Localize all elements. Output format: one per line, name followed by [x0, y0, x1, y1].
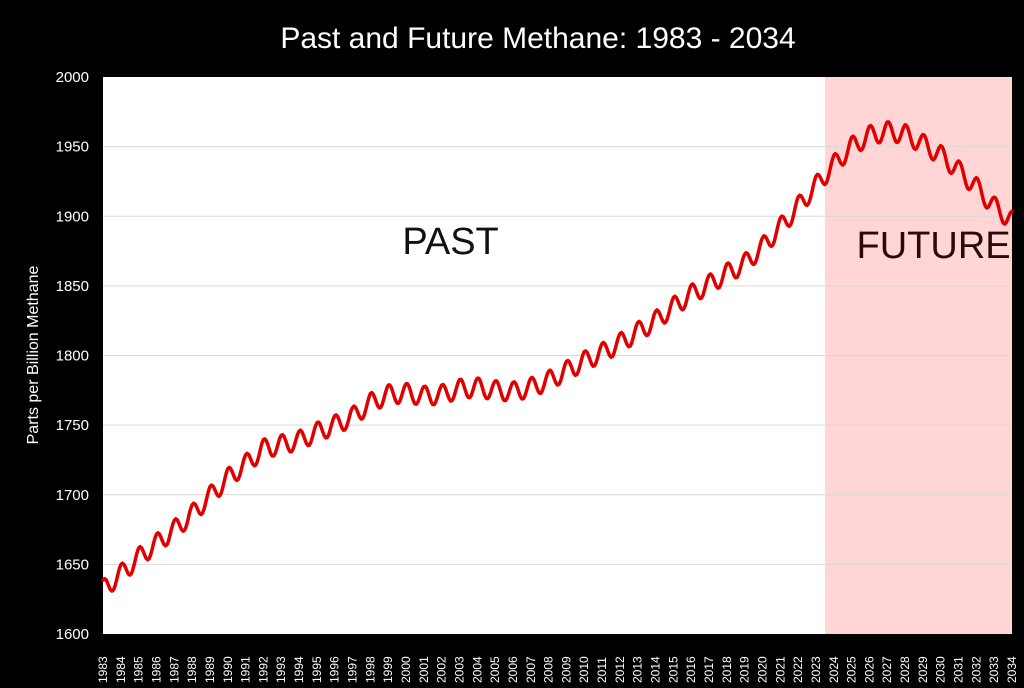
x-tick-label: 2008: [542, 656, 556, 683]
x-tick-label: 2016: [684, 656, 698, 683]
x-tick-label: 2028: [898, 656, 912, 683]
x-tick-label: 2018: [720, 656, 734, 683]
x-tick-label: 2024: [827, 656, 841, 683]
x-tick-label: 2001: [417, 656, 431, 683]
y-tick-label: 1650: [56, 556, 89, 573]
x-tick-label: 2010: [577, 656, 591, 683]
x-tick-label: 2014: [649, 656, 663, 683]
x-tick-label: 2022: [791, 656, 805, 683]
x-tick-label: 1999: [381, 656, 395, 683]
x-tick-label: 1993: [274, 656, 288, 683]
x-tick-label: 2034: [1005, 656, 1019, 683]
x-tick-label: 2002: [435, 656, 449, 683]
x-tick-label: 1996: [328, 656, 342, 683]
x-tick-label: 2003: [452, 656, 466, 683]
x-tick-label: 1984: [114, 656, 128, 683]
x-tick-label: 1985: [132, 656, 146, 683]
x-tick-label: 2015: [666, 656, 680, 683]
x-tick-label: 1997: [346, 656, 360, 683]
x-tick-label: 2013: [631, 656, 645, 683]
y-tick-label: 1750: [56, 417, 89, 434]
x-tick-label: 1986: [149, 656, 163, 683]
y-tick-label: 1900: [56, 208, 89, 225]
x-tick-label: 1992: [256, 656, 270, 683]
x-tick-label: 2007: [524, 656, 538, 683]
x-tick-label: 1990: [221, 656, 235, 683]
x-tick-label: 2011: [595, 657, 609, 683]
x-tick-label: 2021: [773, 656, 787, 683]
past-label: PAST: [402, 221, 498, 263]
x-tick-label: 2029: [916, 656, 930, 683]
x-tick-label: 2004: [470, 656, 484, 683]
x-tick-label: 1998: [363, 656, 377, 683]
x-tick-label: 2023: [809, 656, 823, 683]
x-tick-label: 2031: [952, 656, 966, 683]
x-tick-label: 2009: [559, 656, 573, 683]
x-tick-label: 2027: [880, 656, 894, 683]
x-tick-label: 2032: [969, 656, 983, 683]
x-tick-label: 2019: [738, 656, 752, 683]
y-tick-label: 1600: [56, 626, 89, 643]
x-tick-label: 2000: [399, 656, 413, 683]
x-tick-label: 1994: [292, 656, 306, 683]
x-tick-label: 1995: [310, 656, 324, 683]
x-tick-label: 2017: [702, 656, 716, 683]
x-tick-label: 1987: [167, 656, 181, 683]
y-axis-label: Parts per Billion Methane: [25, 266, 42, 445]
x-tick-label: 1988: [185, 656, 199, 683]
x-tick-label: 2026: [862, 656, 876, 683]
x-tick-label: 2012: [613, 656, 627, 683]
y-tick-label: 1850: [56, 278, 89, 295]
x-tick-label: 2005: [488, 656, 502, 683]
y-tick-label: 1700: [56, 487, 89, 504]
x-tick-label: 2025: [845, 656, 859, 683]
y-tick-label: 2000: [56, 69, 89, 86]
x-tick-label: 2006: [506, 656, 520, 683]
y-tick-label: 1800: [56, 348, 89, 365]
x-tick-label: 1989: [203, 656, 217, 683]
x-tick-label: 2020: [755, 656, 769, 683]
x-tick-label: 1983: [96, 656, 110, 683]
future-label: FUTURE: [857, 225, 1011, 267]
x-tick-label: 2030: [934, 656, 948, 683]
methane-series-line: [101, 120, 1014, 593]
y-tick-label: 1950: [56, 139, 89, 156]
x-tick-label: 1991: [239, 656, 253, 683]
x-tick-label: 2033: [987, 656, 1001, 683]
chart-title: Past and Future Methane: 1983 - 2034: [280, 22, 795, 55]
